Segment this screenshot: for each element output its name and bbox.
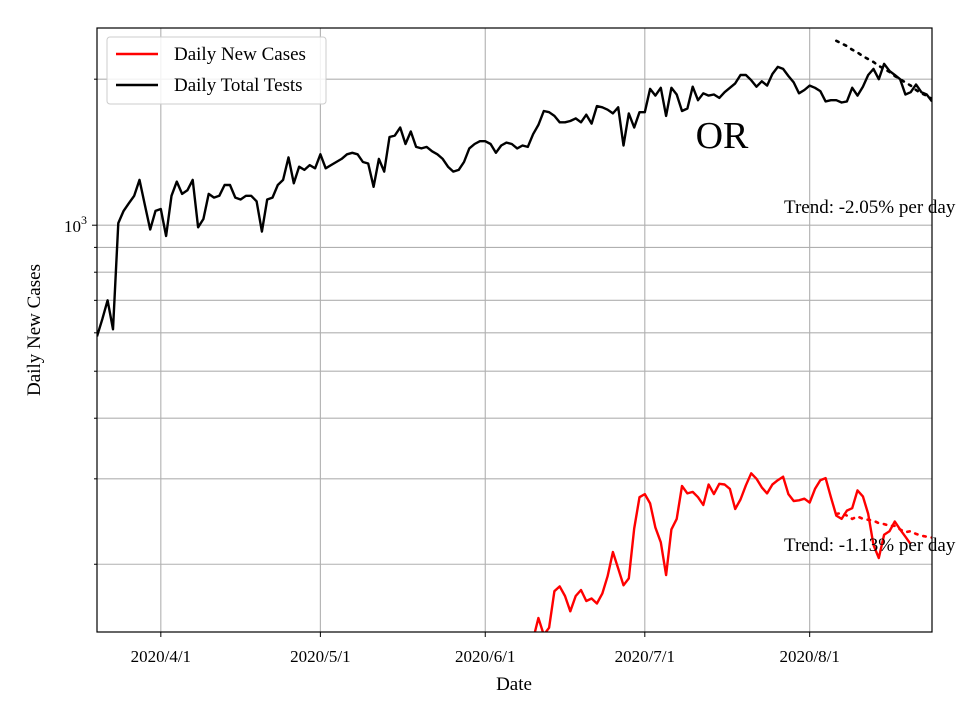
- trend-annotation-cases: Trend: -1.13% per day: [784, 535, 956, 556]
- y-tick-exponent: 3: [81, 213, 87, 227]
- series-line-daily-total-tests: [97, 62, 932, 337]
- x-tick-label: 2020/7/1: [615, 647, 675, 666]
- trend-line-tests: [834, 39, 932, 101]
- legend-label-tests: Daily Total Tests: [174, 75, 303, 96]
- legend-box: [106, 36, 327, 105]
- state-label: OR: [696, 115, 749, 157]
- x-axis-label: Date: [496, 674, 532, 695]
- legend: Daily New Cases Daily Total Tests: [106, 36, 327, 105]
- x-tick-label: 2020/4/1: [131, 647, 191, 666]
- x-tick-label: 2020/5/1: [290, 647, 350, 666]
- plot-frame: [96, 27, 933, 633]
- x-tick-label: 2020/8/1: [779, 647, 839, 666]
- y-axis-label: Daily New Cases: [24, 264, 45, 396]
- plot-area: [97, 39, 932, 632]
- trend-line-cases: [834, 511, 932, 539]
- series-line-daily-new-cases: [533, 472, 912, 632]
- grid: [97, 28, 932, 632]
- legend-label-cases: Daily New Cases: [174, 44, 306, 65]
- x-tick-label: 2020/6/1: [455, 647, 515, 666]
- trend-annotation-tests: Trend: -2.05% per day: [784, 197, 956, 218]
